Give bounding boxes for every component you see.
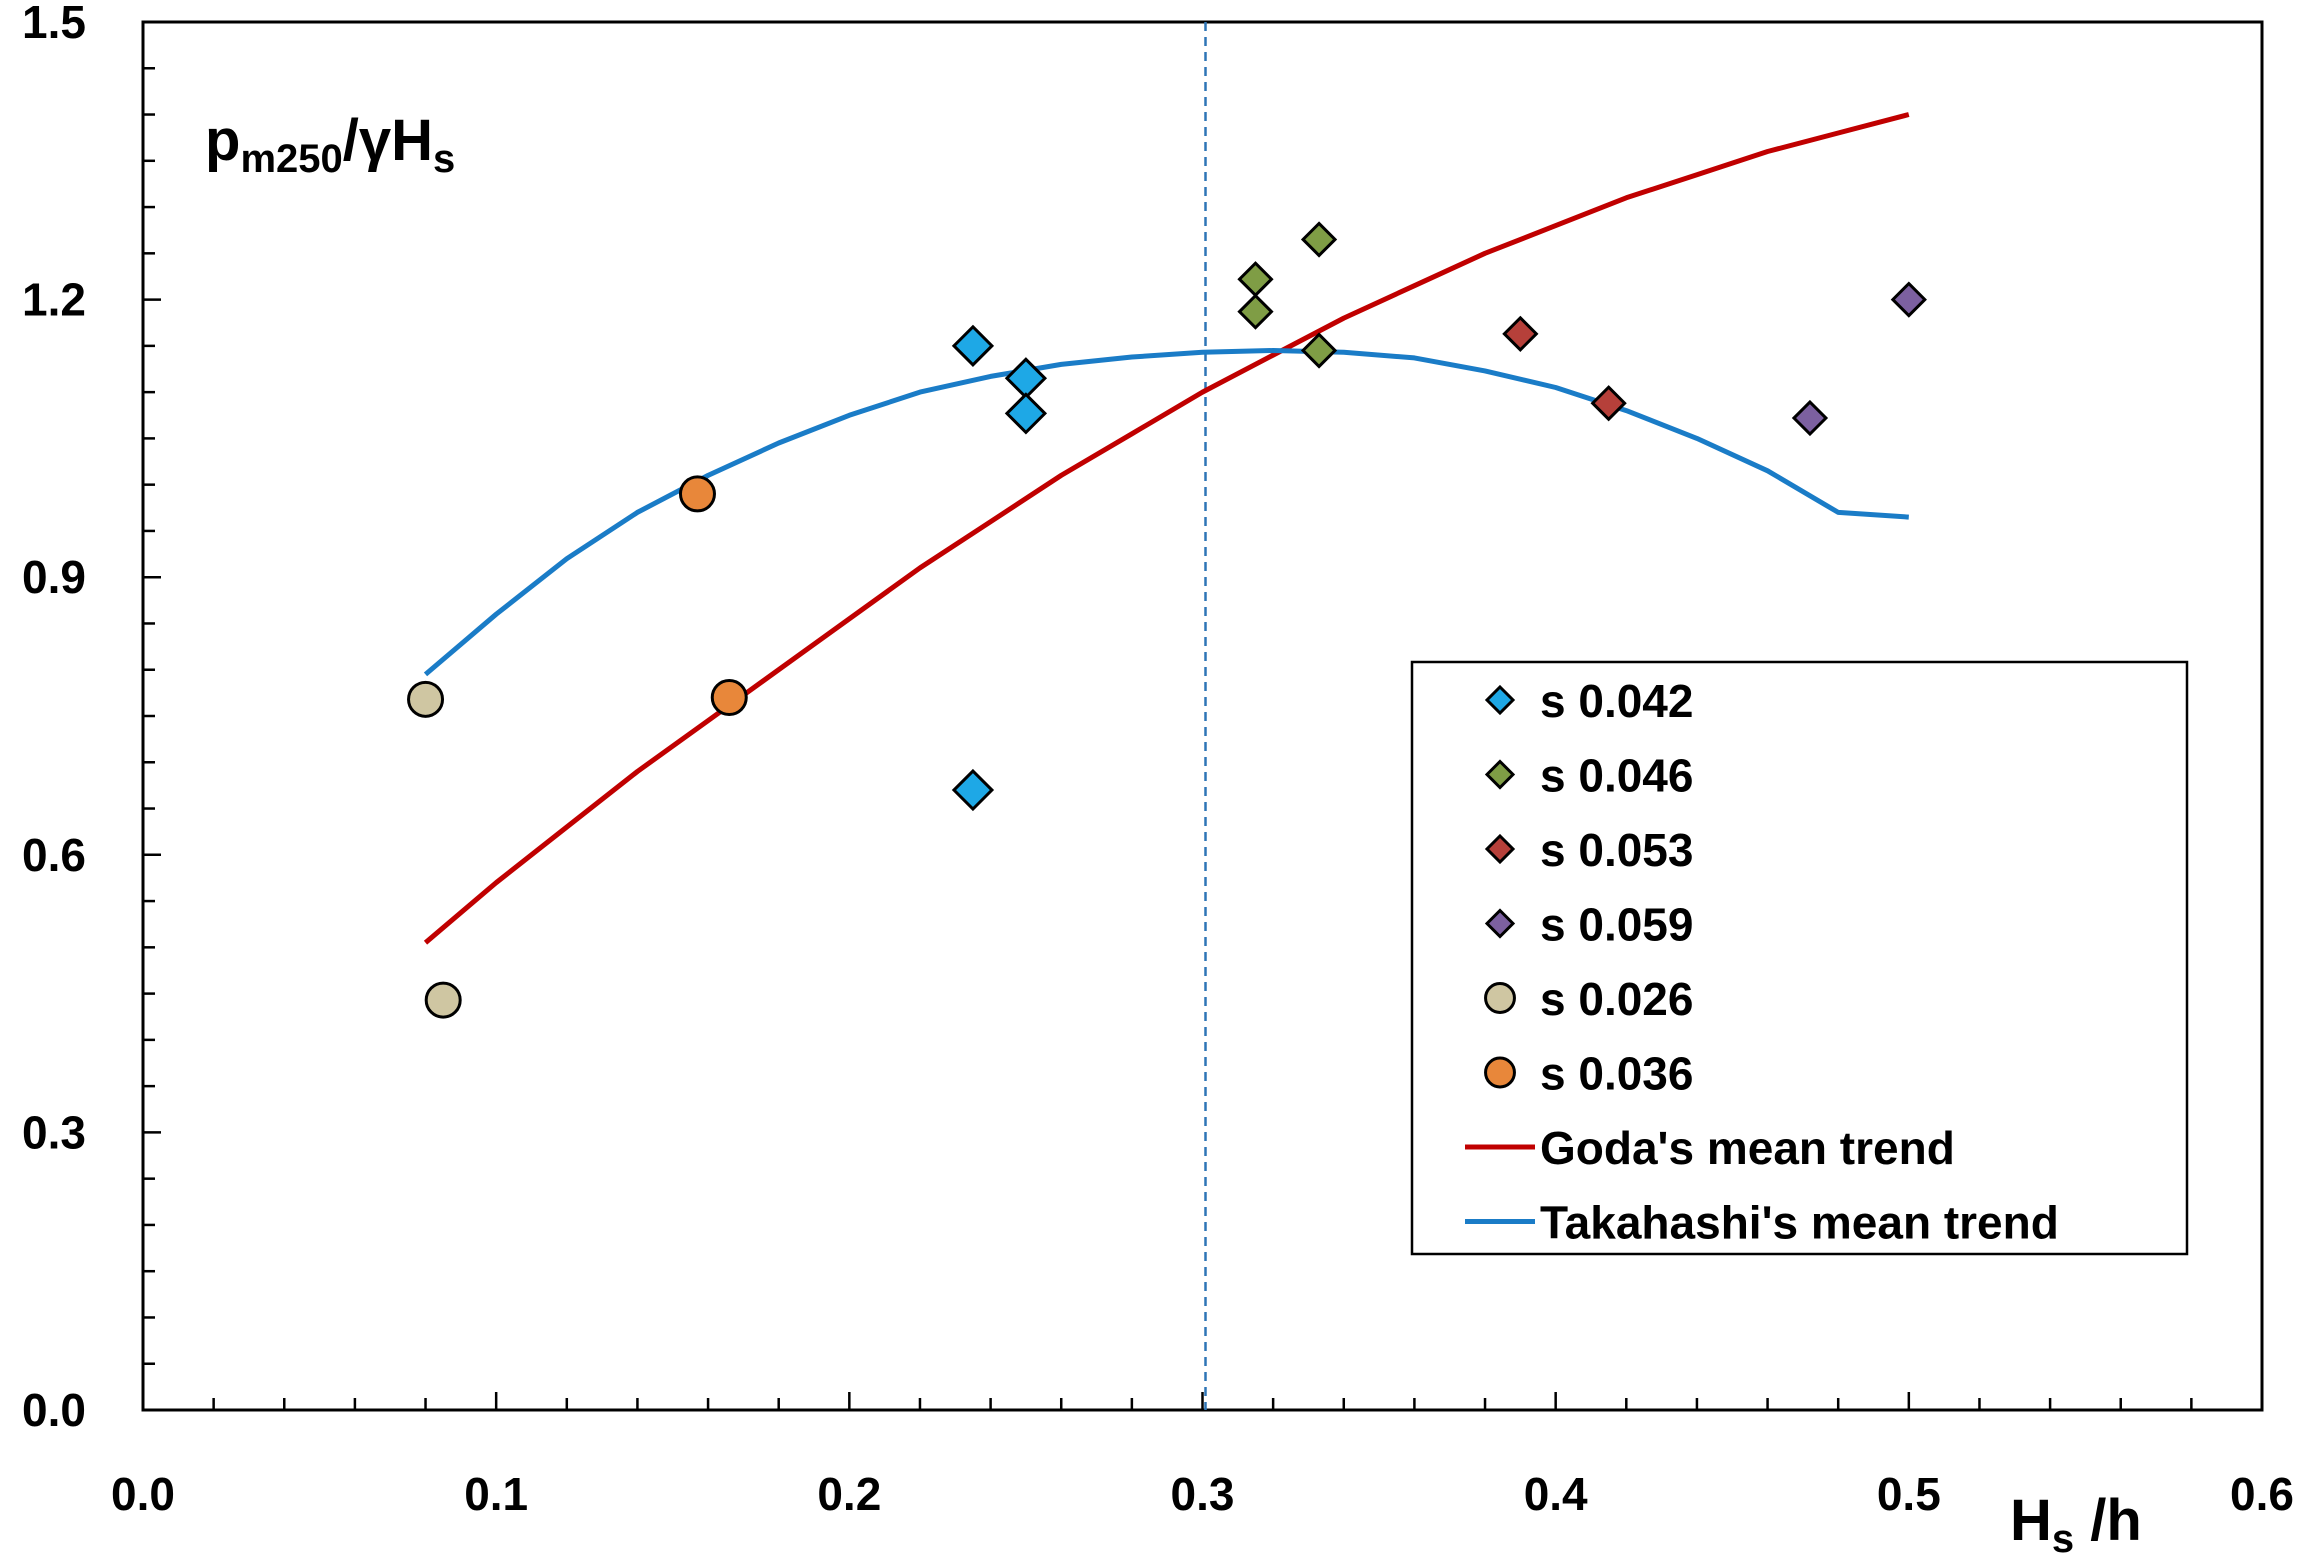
y-axis-title-main: p	[205, 108, 240, 173]
data-point	[951, 768, 995, 812]
data-point	[424, 981, 462, 1019]
legend-label: s 0.053	[1540, 824, 1693, 876]
data-point	[951, 324, 995, 367]
data-point	[678, 475, 716, 513]
data-point	[710, 678, 748, 716]
data-point	[1237, 293, 1274, 330]
y-tick-label: 0.3	[22, 1106, 86, 1158]
takahashi-trend-line	[423, 348, 1909, 677]
x-tick-label: 0.2	[817, 1468, 881, 1520]
y-tick-label: 0.9	[22, 551, 86, 603]
legend-label: s 0.026	[1540, 973, 1693, 1025]
x-tick-label: 0.3	[1171, 1468, 1235, 1520]
x-axis-title-sub: s	[2052, 1517, 2074, 1561]
data-point	[1237, 261, 1274, 298]
y-axis-title: pm250/γHs	[205, 108, 455, 181]
x-tick-label: 0.1	[464, 1468, 528, 1520]
data-point	[1004, 357, 1048, 400]
y-axis-title-sub: m250	[240, 137, 342, 181]
y-tick-label: 1.2	[22, 274, 86, 326]
tick-labels-layer: 0.0 0.1 0.2 0.3 0.4 0.5 0.6 0.0 0.3 0.6 0.9 1.2 1.5	[22, 0, 2294, 1520]
x-axis-title: Hs /h	[2010, 1488, 2142, 1561]
legend-label: s 0.042	[1540, 675, 1693, 727]
legend-marker-swatch	[1484, 833, 1516, 865]
y-tick-label: 1.5	[22, 0, 86, 48]
axes-layer	[141, 20, 2264, 1412]
x-axis-title-tail: /h	[2074, 1488, 2142, 1553]
x-tick-label: 0.6	[2230, 1468, 2294, 1520]
data-point	[1300, 332, 1338, 369]
y-tick-label: 0.0	[22, 1384, 86, 1436]
x-tick-label: 0.5	[1877, 1468, 1941, 1520]
data-point	[1791, 399, 1829, 437]
legend-label: Takahashi's mean trend	[1540, 1197, 2059, 1249]
x-tick-label: 0.4	[1524, 1468, 1588, 1520]
legend-label: Goda's mean trend	[1540, 1122, 1955, 1174]
data-point	[1890, 281, 1927, 318]
y-axis-title-sub2: s	[433, 137, 455, 181]
legend-label: s 0.036	[1540, 1048, 1693, 1100]
data-point	[1004, 392, 1048, 435]
legend-label: s 0.059	[1540, 899, 1693, 951]
legend-marker-swatch	[1484, 1056, 1516, 1089]
legend-marker-swatch	[1484, 982, 1516, 1014]
goda-trend-line	[423, 112, 1910, 945]
legend-label: s 0.046	[1540, 750, 1693, 802]
legend-box	[1410, 660, 2189, 1256]
legend-marker-swatch	[1484, 908, 1516, 939]
legend: s 0.042 s 0.046 s 0.053 s 0.059 s 0.026 s 0.0…	[1410, 660, 2189, 1256]
x-tick-label: 0.0	[111, 1468, 175, 1520]
legend-marker-swatch	[1484, 684, 1516, 716]
y-tick-label: 0.6	[22, 829, 86, 881]
data-points-layer	[407, 221, 1927, 1019]
x-axis-title-main: H	[2010, 1488, 2052, 1553]
data-point	[407, 680, 445, 718]
data-point	[1590, 385, 1627, 422]
data-point	[1502, 315, 1539, 352]
trend-lines-layer	[423, 112, 1910, 945]
data-point	[1300, 221, 1338, 258]
legend-marker-swatch	[1484, 759, 1516, 790]
y-axis-title-mid: /γH	[343, 108, 433, 173]
